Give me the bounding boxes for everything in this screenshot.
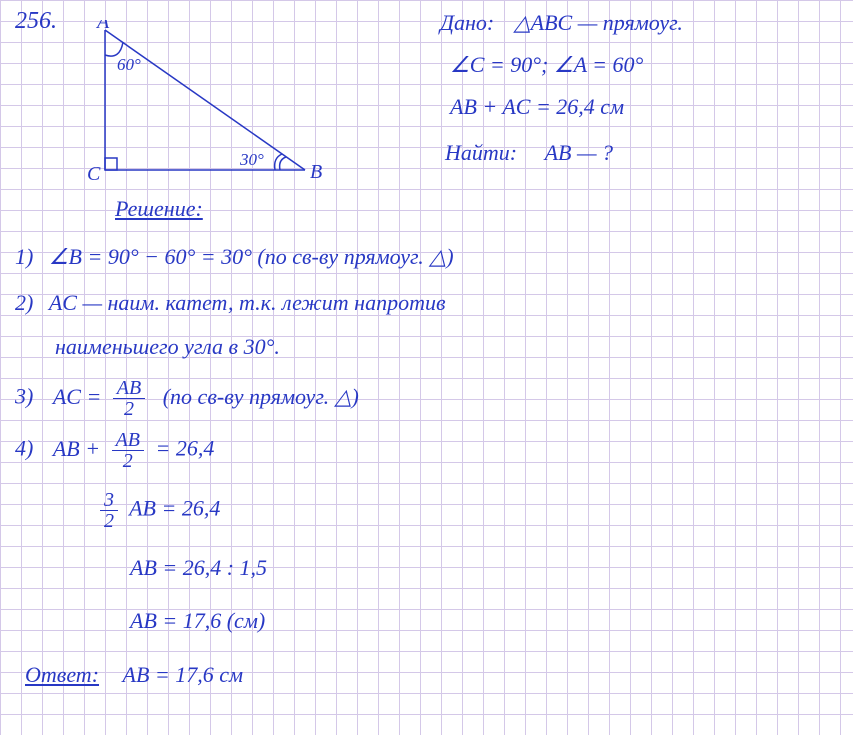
step-3: 3) AC = AB 2 (по св-ву прямоуг. △) (15, 378, 359, 419)
triangle-diagram: A B C 60° 30° (75, 20, 335, 185)
step1-num: 1) (15, 244, 33, 269)
find-label: Найти: (445, 140, 517, 165)
step-2b: наименьшего угла в 30°. (55, 334, 280, 360)
step-4c: AB = 26,4 : 1,5 (130, 555, 267, 581)
step3-rhs: (по св-ву прямоуг. △) (163, 384, 359, 409)
step-4d: AB = 17,6 (см) (130, 608, 265, 634)
problem-number: 256. (15, 8, 57, 35)
step-4: 4) AB + AB 2 = 26,4 (15, 430, 214, 471)
vertex-A: A (95, 20, 110, 33)
step4-rhs: = 26,4 (156, 436, 215, 461)
angle-A-label: 60° (117, 55, 141, 74)
vertex-C: C (87, 163, 101, 185)
step4-frac-num: AB (112, 430, 144, 451)
given-line2: ∠C = 90°; ∠A = 60° (450, 52, 643, 78)
step3-fraction: AB 2 (113, 378, 145, 419)
given-line3: AB + AC = 26,4 см (450, 94, 624, 120)
answer-label: Ответ: (25, 662, 99, 687)
step4b-rhs: AB = 26,4 (129, 496, 220, 521)
step-2: 2) AC — наим. катет, т.к. лежит напротив (15, 290, 446, 316)
step4-fraction: AB 2 (112, 430, 144, 471)
step2-text: AC — наим. катет, т.к. лежит напротив (49, 290, 446, 315)
step4-lhs: AB + (53, 436, 100, 461)
step2-num: 2) (15, 290, 33, 315)
find-line: Найти: AB — ? (445, 140, 613, 166)
step3-frac-num: AB (113, 378, 145, 399)
vertex-B: B (310, 161, 322, 183)
find-value: AB — ? (545, 140, 613, 165)
answer-line: Ответ: AB = 17,6 см (25, 662, 243, 688)
step4b-fraction: 3 2 (100, 490, 118, 531)
given-label-text: Дано: (440, 10, 494, 35)
solution-label: Решение: (115, 196, 203, 222)
answer-value: AB = 17,6 см (123, 662, 244, 687)
step4b-frac-num: 3 (100, 490, 118, 511)
step-1: 1) ∠B = 90° − 60° = 30° (по св-ву прямоу… (15, 244, 454, 270)
step-4b: 3 2 AB = 26,4 (100, 490, 220, 531)
given-label: Дано: △ABC — прямоуг. (440, 10, 683, 36)
step3-frac-den: 2 (113, 399, 145, 419)
step3-lhs: AC = (53, 384, 101, 409)
angle-B-label: 30° (239, 150, 264, 169)
step1-text: ∠B = 90° − 60° = 30° (по св-ву прямоуг. … (49, 244, 454, 269)
step4-num: 4) (15, 436, 33, 461)
given-line1: △ABC — прямоуг. (514, 10, 683, 35)
step3-num: 3) (15, 384, 33, 409)
step4b-frac-den: 2 (100, 511, 118, 531)
step4-frac-den: 2 (112, 451, 144, 471)
